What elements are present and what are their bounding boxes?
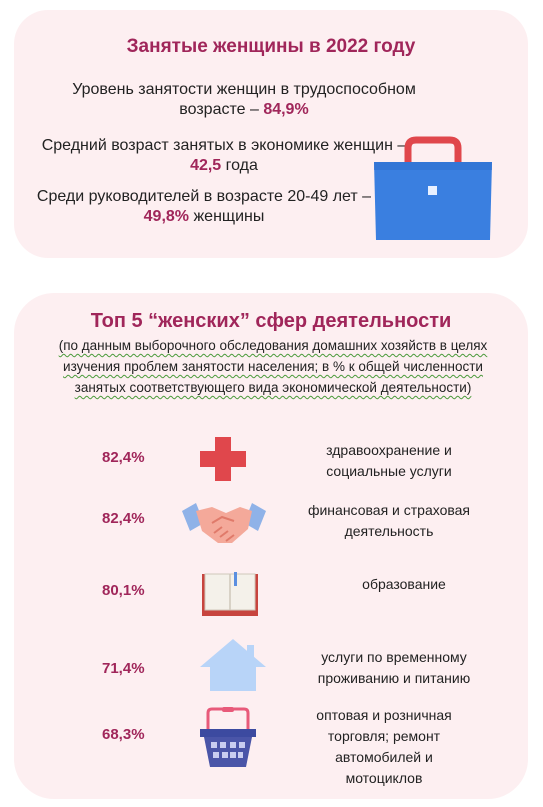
row-value: 71,4% (102, 660, 145, 677)
managers-text: Среди руководителей в возрасте 20-49 лет… (36, 188, 372, 205)
row-label: образование (362, 576, 446, 592)
briefcase-icon (374, 136, 492, 240)
employment-rate-text: Уровень занятости женщин в трудоспособно… (72, 81, 416, 118)
row-value: 82,4% (102, 510, 145, 527)
top5-subtitle: (по данным выборочного обследования дома… (54, 335, 492, 398)
employed-women-card: Занятые женщины в 2022 году Уровень заня… (14, 10, 528, 258)
book-icon (202, 572, 258, 616)
row-value: 68,3% (102, 726, 145, 743)
row-label: финансовая и страховая деятельность (307, 502, 471, 539)
employment-rate-value: 84,9% (263, 101, 309, 118)
average-age-text: Средний возраст занятых в экономике женщ… (41, 137, 407, 154)
employment-rate-stat: Уровень занятости женщин в трудоспособно… (44, 80, 444, 120)
shopping-basket-icon (200, 707, 256, 767)
medical-cross-icon (200, 437, 246, 481)
row-label: услуги по временному проживанию и питани… (317, 649, 471, 686)
row-value: 82,4% (102, 449, 145, 466)
employed-title: Занятые женщины в 2022 году (126, 36, 416, 57)
top5-card: Топ 5 “женских” сфер деятельности (по да… (14, 293, 528, 799)
managers-stat: Среди руководителей в возрасте 20-49 лет… (34, 187, 374, 227)
handshake-icon (182, 503, 266, 543)
row-label: оптовая и розничная торговля; ремонт авт… (316, 707, 452, 786)
managers-suffix: женщины (189, 208, 265, 225)
top5-title: Топ 5 “женских” сфер деятельности (90, 310, 452, 332)
row-value: 80,1% (102, 582, 145, 599)
managers-value: 49,8% (143, 208, 190, 225)
average-age-value: 42,5 (190, 157, 222, 174)
house-icon (200, 639, 266, 691)
row-label: здравоохранение и социальные услуги (326, 442, 452, 479)
average-age-suffix: года (221, 157, 258, 174)
average-age-stat: Средний возраст занятых в экономике женщ… (34, 136, 414, 176)
top5-subtitle-text: (по данным выборочного обследования дома… (58, 338, 488, 395)
